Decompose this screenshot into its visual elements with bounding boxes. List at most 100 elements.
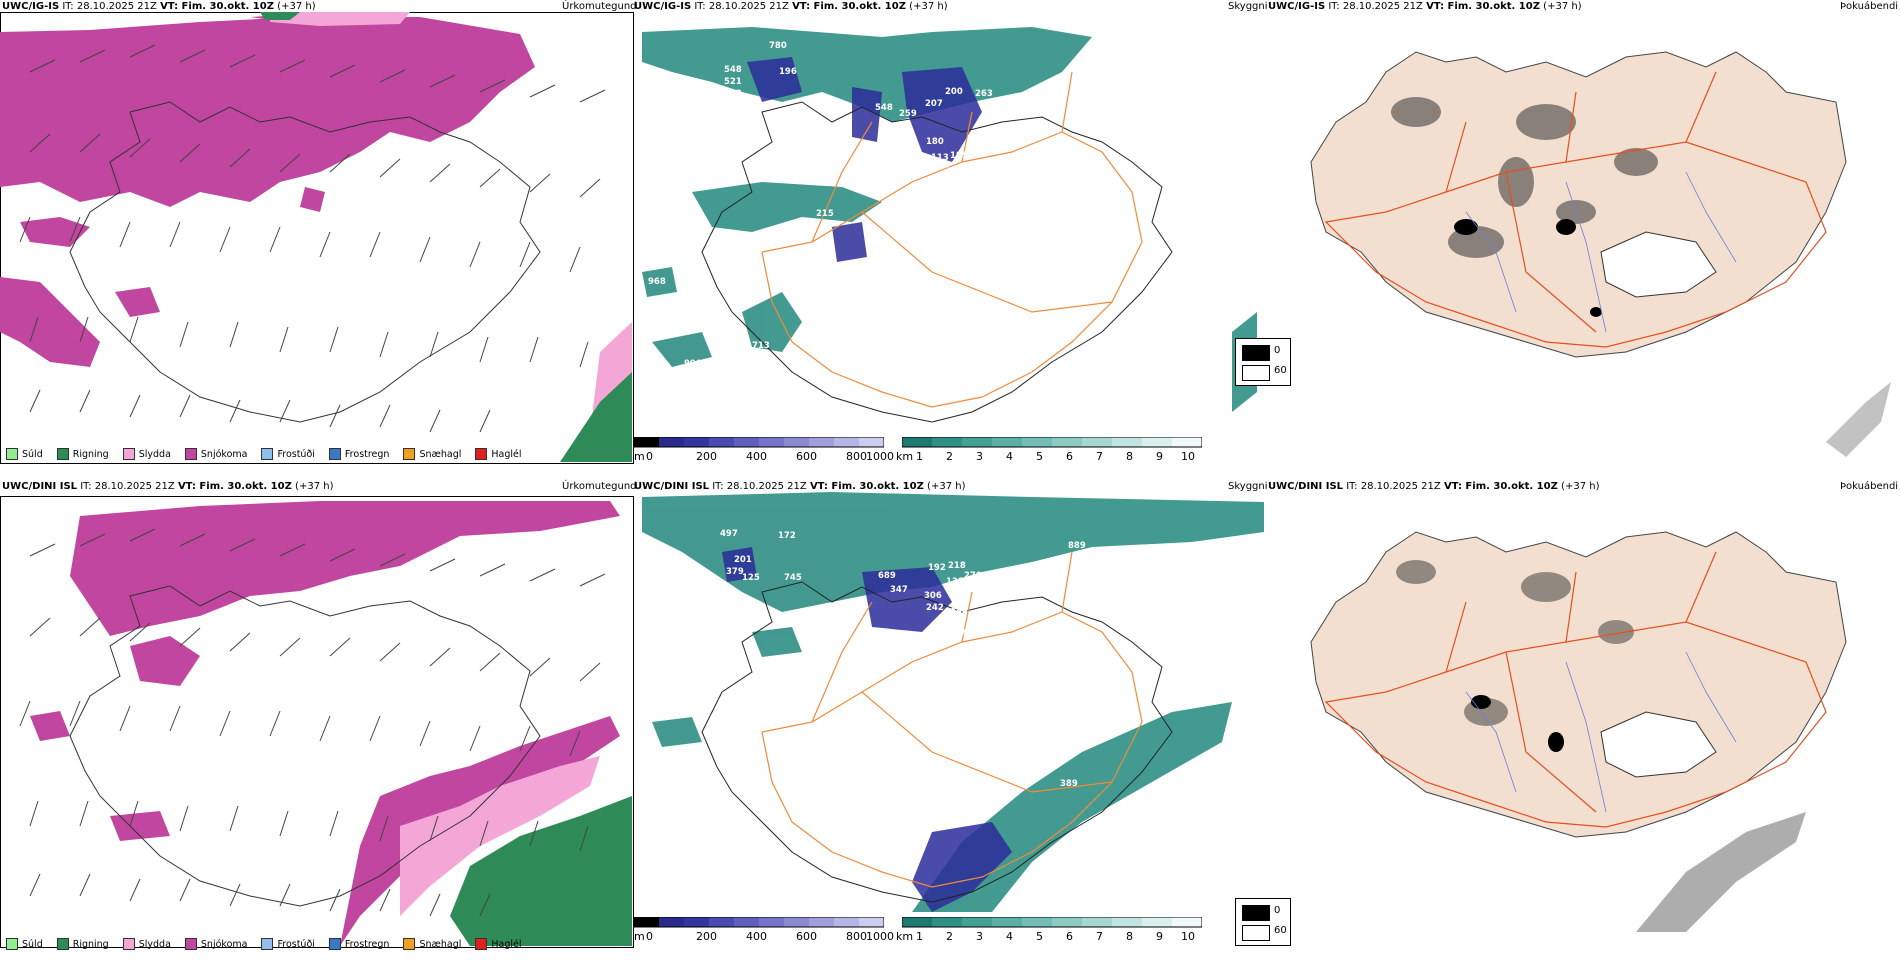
legend-item: Snjókoma bbox=[184, 448, 248, 460]
cloud-base-label: 242 bbox=[926, 603, 944, 613]
low-visibility-areas bbox=[642, 27, 1257, 412]
colorbar-unit: km bbox=[896, 450, 914, 463]
it-label: IT: bbox=[80, 481, 92, 492]
legend-item: Slydda bbox=[122, 938, 171, 950]
legend-label: Haglél bbox=[491, 938, 522, 950]
cloud-base-label: 249 bbox=[666, 229, 684, 239]
legend-label: Frostregn bbox=[344, 938, 390, 950]
precip-panel-top: UWC/IG-IS IT: 28.10.2025 21Z VT: Fim. 30… bbox=[0, 1, 637, 480]
colorbar-unit: m bbox=[634, 450, 645, 463]
cloud-base-colorbar: m 0 200 400 600 800 1000 bbox=[634, 437, 894, 467]
model-name: UWC/IG-IS bbox=[634, 1, 692, 12]
roads bbox=[761, 551, 1143, 888]
legend-swatch bbox=[184, 938, 197, 950]
cloud-base-label: 174 bbox=[954, 629, 972, 639]
precip-panel-bottom: UWC/DINI ISL IT: 28.10.2025 21Z VT: Fim.… bbox=[0, 481, 637, 960]
fog-legend: 0 60 bbox=[1235, 898, 1291, 946]
vt-label: VT: Fim. 30.okt. 10Z bbox=[1443, 481, 1558, 492]
it-label: IT: bbox=[1328, 1, 1340, 12]
cloud-base-label: 200 bbox=[945, 87, 963, 97]
panel-title: Úrkomutegund bbox=[562, 1, 637, 12]
cloud-base-label: 263 bbox=[724, 89, 742, 99]
colorbar-tick: 400 bbox=[746, 450, 767, 463]
colorbar-tick: 1 bbox=[916, 450, 923, 463]
panel-header: UWC/DINI ISL IT: 28.10.2025 21Z VT: Fim.… bbox=[634, 481, 965, 492]
lead-time: (+37 h) bbox=[909, 1, 948, 12]
legend-label: Slydda bbox=[138, 938, 171, 950]
cloud-base-label: 669 bbox=[708, 101, 726, 111]
legend-label: Snjókoma bbox=[200, 448, 248, 460]
glacier bbox=[1600, 231, 1717, 298]
cloud-base-label: 548 bbox=[875, 103, 893, 113]
cloud-base-label: 548 bbox=[724, 65, 742, 75]
cloud-base-label: 201 bbox=[734, 555, 752, 565]
panel-title: Skyggni bbox=[1228, 1, 1268, 12]
legend-swatch bbox=[261, 938, 274, 950]
fog-swatch-dark bbox=[1242, 905, 1270, 921]
cloud-base-label: 196 bbox=[866, 171, 884, 181]
cloud-base-label: 325 bbox=[950, 605, 968, 615]
colorbar-tick: 200 bbox=[696, 450, 717, 463]
legend-swatch bbox=[122, 938, 135, 950]
colorbar-tick: 0 bbox=[646, 930, 653, 943]
cloud-base-label: 218 bbox=[948, 561, 966, 571]
fog-panel-top: UWC/IG-IS IT: 28.10.2025 21Z VT: Fim. 30… bbox=[1235, 1, 1900, 480]
cloud-base-label: 689 bbox=[878, 571, 896, 581]
cloud-base-label: 207 bbox=[925, 99, 943, 109]
colorbar-tick: 600 bbox=[796, 930, 817, 943]
colorbar-tick: 9 bbox=[1156, 450, 1163, 463]
roads bbox=[1324, 71, 1827, 348]
panel-title: Þokuábendi bbox=[1840, 1, 1899, 12]
panel-header: UWC/IG-IS IT: 28.10.2025 21Z VT: Fim. 30… bbox=[1268, 1, 1582, 12]
cloud-base-label: 189 bbox=[950, 151, 968, 161]
vt-label: VT: Fim. 30.okt. 10Z bbox=[1426, 1, 1540, 12]
legend-item: Haglél bbox=[475, 448, 522, 460]
precip-legend: Súld Rigning Slydda Snjókoma Frostúði Fr… bbox=[6, 938, 522, 950]
colorbar-tick: 1000 bbox=[866, 450, 894, 463]
colorbar-tick: 800 bbox=[846, 450, 867, 463]
legend-swatch bbox=[475, 938, 488, 950]
colorbar-tick: 3 bbox=[976, 930, 983, 943]
colorbar-tick: 0 bbox=[646, 450, 653, 463]
lead-time: (+37 h) bbox=[927, 481, 966, 492]
cloud-base-label: 980 bbox=[750, 374, 768, 384]
model-name: UWC/DINI ISL bbox=[634, 481, 710, 492]
wind-barbs bbox=[19, 44, 606, 433]
it-value: 28.10.2025 21Z bbox=[1342, 1, 1423, 12]
colorbar-tick: 3 bbox=[976, 450, 983, 463]
legend-label: Rigning bbox=[72, 938, 109, 950]
colorbar-tick: 9 bbox=[1156, 930, 1163, 943]
legend-item: Snæhagl bbox=[403, 938, 461, 950]
colorbar-tick: 1000 bbox=[866, 930, 894, 943]
legend-item: Frostúði bbox=[261, 938, 315, 950]
cloud-base-label: 889 bbox=[1068, 541, 1086, 551]
it-value: 28.10.2025 21Z bbox=[726, 481, 807, 492]
cloud-base-label: 306 bbox=[924, 591, 942, 601]
colorbar-unit: km bbox=[896, 930, 914, 943]
legend-label: Rigning bbox=[72, 448, 109, 460]
precip-map bbox=[19, 501, 632, 946]
cloud-base-label: 196 bbox=[779, 67, 797, 77]
legend-item: Rigning bbox=[56, 938, 109, 950]
fog-map bbox=[1310, 51, 1891, 457]
legend-label: Súld bbox=[22, 938, 43, 950]
cloud-base-label: 215 bbox=[816, 209, 834, 219]
colorbar-tick: 200 bbox=[696, 930, 717, 943]
legend-item: Snjókoma bbox=[184, 938, 247, 950]
colorbar-tick: 600 bbox=[796, 450, 817, 463]
legend-swatch bbox=[56, 938, 69, 950]
cloud-base-label: 17 bbox=[942, 245, 954, 255]
vt-label: VT: Fim. 30.okt. 10Z bbox=[809, 481, 924, 492]
precip-legend: Súld Rigning Slydda Snjókoma Frostúði Fr… bbox=[6, 448, 522, 460]
wind-barbs bbox=[19, 528, 606, 917]
iceland-outline bbox=[69, 585, 541, 907]
legend-label: Frostúði bbox=[277, 938, 315, 950]
colorbar-tick: 8 bbox=[1126, 930, 1133, 943]
it-label: IT: bbox=[694, 1, 706, 12]
model-name: UWC/IG-IS bbox=[1268, 1, 1326, 12]
legend-swatch bbox=[56, 448, 69, 460]
colorbar-tick: 2 bbox=[946, 930, 953, 943]
colorbar-tick: 6 bbox=[1066, 930, 1073, 943]
vt-label: VT: Fim. 30.okt. 10Z bbox=[160, 1, 274, 12]
cloud-base-label: 270 bbox=[964, 571, 982, 581]
